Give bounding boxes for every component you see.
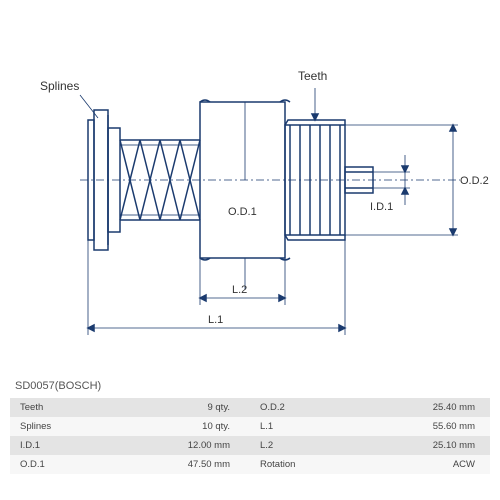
spec-value: 10 qty. — [80, 417, 250, 436]
spec-value: 9 qty. — [80, 398, 250, 417]
label-od2: O.D.2 — [460, 175, 489, 187]
label-teeth: Teeth — [298, 69, 327, 83]
spec-label: Rotation — [250, 455, 320, 474]
label-splines: Splines — [40, 79, 79, 93]
spec-value: 55.60 mm — [320, 417, 490, 436]
spec-value: ACW — [320, 455, 490, 474]
spec-table: Teeth 9 qty. O.D.2 25.40 mm Splines 10 q… — [10, 398, 490, 474]
spec-label: L.1 — [250, 417, 320, 436]
spec-value: 12.00 mm — [80, 436, 250, 455]
spec-label: Teeth — [10, 398, 80, 417]
spec-label: O.D.1 — [10, 455, 80, 474]
spec-label: O.D.2 — [250, 398, 320, 417]
label-l1: L.1 — [208, 314, 223, 326]
label-id1: I.D.1 — [370, 201, 393, 213]
table-row: Splines 10 qty. L.1 55.60 mm — [10, 417, 490, 436]
spec-label: L.2 — [250, 436, 320, 455]
part-title: SD0057(BOSCH) — [15, 380, 101, 392]
table-row: I.D.1 12.00 mm L.2 25.10 mm — [10, 436, 490, 455]
spec-label: Splines — [10, 417, 80, 436]
spec-value: 25.10 mm — [320, 436, 490, 455]
table-row: Teeth 9 qty. O.D.2 25.40 mm — [10, 398, 490, 417]
spec-label: I.D.1 — [10, 436, 80, 455]
label-od1: O.D.1 — [228, 206, 257, 218]
table-row: O.D.1 47.50 mm Rotation ACW — [10, 455, 490, 474]
spec-value: 47.50 mm — [80, 455, 250, 474]
label-l2: L.2 — [232, 284, 247, 296]
technical-diagram: Splines Teeth O.D.1 I.D.1 O.D.2 L.2 L.1 — [10, 10, 490, 370]
spec-value: 25.40 mm — [320, 398, 490, 417]
